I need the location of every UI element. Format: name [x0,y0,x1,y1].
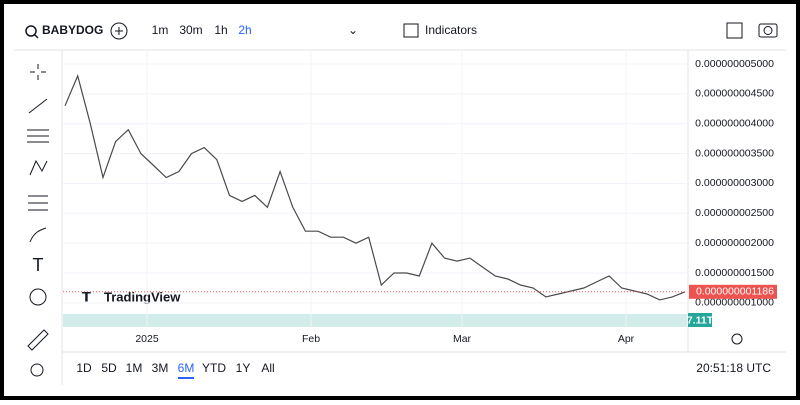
fib-tool[interactable] [27,129,49,143]
symbol[interactable]: BABYDOG [42,23,103,37]
range-button[interactable]: 1Y [236,361,251,375]
y-tick-label: 0.000000002000 [695,237,774,249]
logo-mark: 𝗧 [82,289,91,304]
add-symbol [115,27,123,35]
x-tick-label: Mar [453,333,472,345]
trendline-tool[interactable] [28,98,48,114]
y-tick-label: 0.000000001500 [695,267,774,279]
interval-button[interactable]: 2h [238,23,251,37]
x-tick-label: Feb [302,333,320,345]
logo: TradingView [104,289,181,304]
search-icon [34,34,39,39]
add-symbol[interactable] [110,22,128,40]
last-price-box [689,284,777,299]
range-button[interactable]: 6M [178,361,195,375]
interval-button[interactable]: 1h [214,23,227,37]
range-button[interactable]: All [261,361,274,375]
brush-tool[interactable] [29,227,47,243]
snapshot-icon [763,26,773,35]
crosshair-tool[interactable] [30,64,46,80]
interval-button[interactable]: 30m [179,23,202,37]
range-button[interactable]: 3M [152,361,169,375]
indicators-button[interactable]: Indicators [425,23,477,37]
indicators-icon [403,23,419,38]
text-tool[interactable]: T [33,255,44,275]
x-tick-label: 2025 [135,333,159,345]
price-line [64,74,686,301]
y-tick-label: 0.000000005000 [695,58,774,70]
range-button[interactable]: 1D [76,361,92,375]
range-button[interactable]: YTD [202,361,226,375]
y-tick-label: 0.000000003500 [695,147,774,159]
y-tick-label: 0.000000004500 [695,88,774,100]
ruler-tool[interactable] [27,329,49,351]
y-tick-label: 0.000000003000 [695,177,774,189]
y-tick-label: 0.000000002500 [695,207,774,219]
pattern-tool[interactable] [29,159,48,176]
range-button[interactable]: 1M [126,361,143,375]
emoji-tool[interactable] [29,288,47,306]
clock: 20:51:18 UTC [696,361,771,375]
last-price-label: 0.000000001186 [696,286,774,298]
fullscreen-icon[interactable] [726,22,743,39]
prediction-tool[interactable] [28,195,48,211]
x-tick-label: Apr [618,333,635,345]
y-tick-label: 0.000000001000 [695,297,774,309]
zoom-tool[interactable] [30,363,44,377]
volume-label-box [688,313,712,327]
chart-type-caret[interactable]: ⌄ [348,23,358,37]
settings-icon[interactable] [731,333,743,345]
y-tick-label: 0.000000004000 [695,117,774,129]
interval-button[interactable]: 1m [152,23,169,37]
volume-band [63,314,687,327]
volume-label: 7.11T [687,314,714,326]
search-icon[interactable] [25,25,37,37]
snapshot-icon[interactable] [758,23,778,38]
range-button[interactable]: 5D [101,361,117,375]
